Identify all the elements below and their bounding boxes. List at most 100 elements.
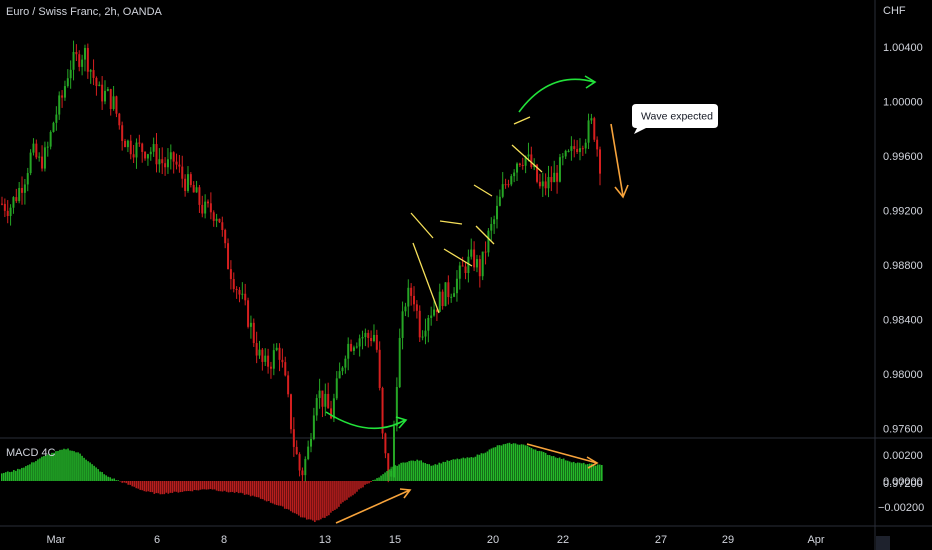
macd-bar (165, 481, 168, 493)
macd-bar (29, 464, 31, 481)
time-tick-label: Apr (807, 534, 824, 546)
macd-bar (440, 463, 443, 481)
candle (307, 440, 310, 461)
candle (261, 347, 264, 371)
macd-bar (283, 481, 286, 509)
macd-bar (155, 481, 158, 494)
candle (501, 172, 504, 199)
macd-bar (580, 463, 583, 481)
candle (41, 145, 44, 172)
macd-bar (181, 481, 184, 492)
macd-bar (251, 481, 254, 496)
macd-bar (223, 481, 226, 491)
candle (413, 286, 416, 312)
macd-bar (348, 481, 350, 498)
macd-bar (249, 481, 252, 497)
candle (1, 196, 3, 206)
candle (458, 261, 461, 290)
macd-bar (398, 464, 400, 481)
candle (249, 315, 252, 339)
candle (201, 195, 204, 218)
green-curve-arrow-top (518, 78, 595, 113)
candle (292, 417, 295, 457)
candle (109, 88, 112, 116)
macd-bar (63, 448, 65, 481)
candle (149, 147, 152, 161)
macd-bar (538, 450, 541, 481)
candle (247, 297, 250, 329)
macd-bar (161, 481, 164, 495)
macd-bar (370, 481, 372, 482)
macd-bar (113, 478, 115, 481)
macd-bar (326, 481, 328, 517)
macd-bar (460, 458, 463, 481)
time-tick-label: Mar (47, 534, 66, 546)
macd-bar (7, 471, 9, 481)
macd-bar (105, 475, 107, 481)
candle (115, 95, 118, 118)
macd-bar (241, 481, 244, 494)
candle (464, 262, 467, 280)
macd-bar (221, 481, 224, 492)
candle (52, 121, 55, 133)
macd-bar (277, 481, 280, 506)
macd-bar (590, 463, 593, 481)
macd-bar (464, 458, 467, 481)
macd-bar (410, 460, 412, 481)
macd-bar (454, 459, 457, 481)
candle (235, 286, 238, 299)
candle (490, 217, 493, 241)
macd-bar (474, 456, 477, 481)
price-tick-label: 0.98400 (883, 315, 923, 327)
macd-bar (596, 464, 599, 481)
candle (381, 386, 384, 439)
candle (461, 256, 464, 267)
macd-bar (574, 463, 577, 481)
candle (581, 145, 584, 157)
macd-bar (466, 457, 469, 481)
macd-bar (364, 481, 366, 485)
macd-bar (37, 459, 39, 481)
candle (401, 301, 404, 350)
macd-bar (528, 447, 531, 481)
macd-bar (123, 481, 126, 483)
macd-bar (197, 481, 200, 491)
candle (92, 59, 95, 86)
candle (61, 90, 64, 108)
candle (72, 40, 75, 81)
candle (404, 302, 407, 317)
candle (447, 275, 450, 305)
macd-bar (139, 481, 142, 490)
candle (367, 329, 370, 348)
macd-bar (366, 481, 368, 484)
macd-bar (47, 454, 49, 481)
candle (287, 371, 290, 398)
macd-bar (582, 462, 585, 481)
macd-bar (265, 481, 268, 502)
macd-bar (295, 481, 298, 515)
macd-bar (167, 481, 170, 494)
macd-bar (125, 481, 128, 484)
pattern-lines (410, 116, 543, 314)
macd-bar (79, 453, 81, 481)
macd-bar (446, 460, 449, 481)
macd-rise-arrow (335, 489, 411, 524)
macd-bar (544, 452, 547, 481)
macd-bar (428, 464, 431, 481)
macd-bar (143, 481, 146, 492)
macd-bar (53, 452, 55, 481)
candle (132, 144, 135, 164)
axis-settings-icon[interactable] (876, 536, 890, 550)
macd-bar (438, 462, 441, 481)
macd-bar (564, 460, 567, 481)
candle (510, 174, 513, 187)
macd-bar (239, 481, 242, 493)
candle (269, 361, 272, 379)
macd-bar (279, 481, 282, 506)
macd-bar (334, 481, 336, 510)
macd-bar (386, 471, 388, 481)
candle (181, 155, 184, 188)
macd-bar (362, 481, 364, 488)
macd-bar (199, 481, 202, 490)
